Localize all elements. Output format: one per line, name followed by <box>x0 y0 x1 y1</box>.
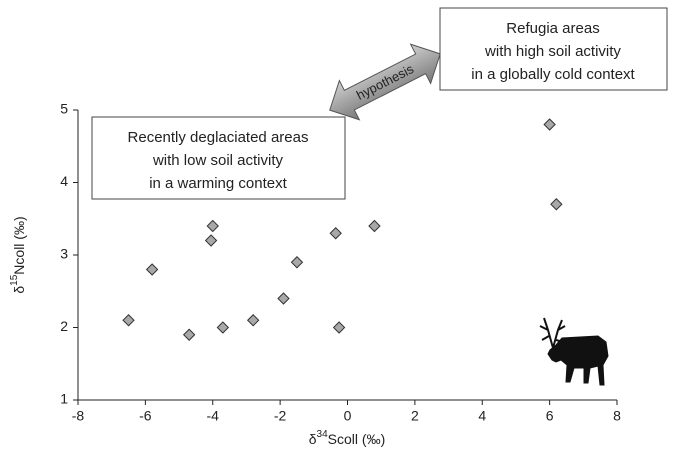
left-box-line: with low soil activity <box>152 152 284 169</box>
point <box>368 219 381 233</box>
x-tick-label: -8 <box>72 408 85 424</box>
x-tick-label: -6 <box>139 408 152 424</box>
x-label-rest: Scoll (‰) <box>328 431 386 447</box>
right-box-line: in a globally cold context <box>471 66 635 83</box>
point <box>246 314 260 327</box>
point <box>122 314 135 327</box>
y-tick-label: 5 <box>60 101 68 117</box>
x-tick-label: 8 <box>613 408 621 424</box>
x-label-symbol: δ <box>309 431 317 447</box>
x-tick-label: 4 <box>478 408 486 424</box>
hypothesis-arrow: hypothesis <box>329 43 441 121</box>
point <box>332 321 346 334</box>
x-tick-label: 6 <box>546 408 554 424</box>
point <box>206 219 219 233</box>
y-label-sup: 15 <box>9 274 20 286</box>
right-box <box>439 7 668 91</box>
x-label-sup: 34 <box>317 429 329 440</box>
y-label-rest: Ncoll (‰) <box>11 216 27 274</box>
y-tick-label: 2 <box>60 318 68 334</box>
y-axis-label: δ15Ncoll (‰) <box>9 216 27 293</box>
point <box>204 234 218 247</box>
reindeer-icon <box>539 317 609 386</box>
point <box>290 256 304 269</box>
x-axis-label: δ34Scoll (‰) <box>309 429 385 447</box>
point <box>216 321 230 334</box>
y-tick-label: 4 <box>60 173 68 189</box>
x-tick-label: -4 <box>207 408 220 424</box>
x-tick-label: 0 <box>344 408 352 424</box>
left-box <box>91 116 346 200</box>
point <box>550 198 563 211</box>
y-label-symbol: δ <box>11 286 27 294</box>
point <box>329 227 342 240</box>
x-tick-label: -2 <box>274 408 287 424</box>
x-tick-label: 2 <box>411 408 419 424</box>
y-tick-label: 3 <box>60 246 68 262</box>
point <box>182 328 196 341</box>
point <box>277 292 290 305</box>
right-box-line: with high soil activity <box>484 43 621 60</box>
point <box>543 118 556 131</box>
left-box-line: Recently deglaciated areas <box>128 129 309 146</box>
right-box-line: Refugia areas <box>506 20 599 37</box>
left-box-line: in a warming context <box>149 175 287 192</box>
y-tick-label: 1 <box>60 391 68 407</box>
point <box>145 263 159 276</box>
